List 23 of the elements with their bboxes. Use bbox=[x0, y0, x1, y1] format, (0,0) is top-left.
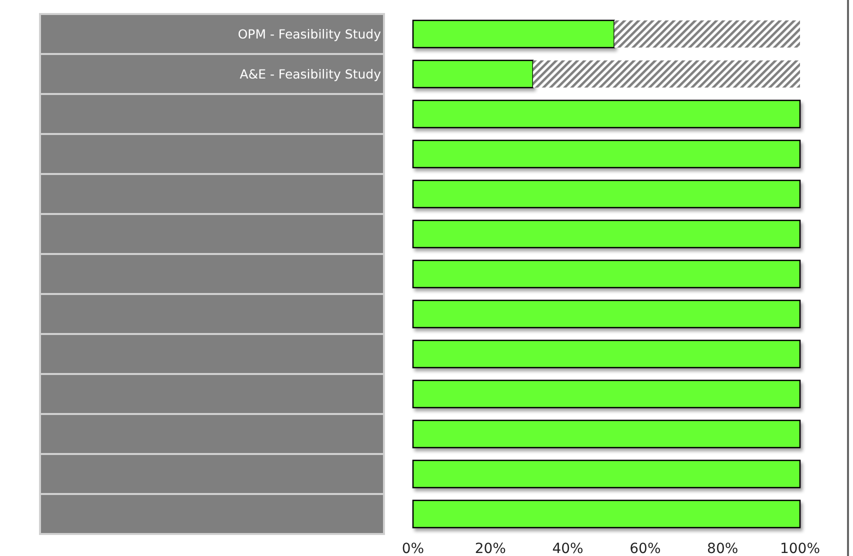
x-tick-label: 40% bbox=[552, 540, 584, 556]
x-tick-label: 0% bbox=[402, 540, 424, 556]
bar bbox=[412, 380, 801, 408]
bar bbox=[412, 260, 801, 288]
bar bbox=[412, 420, 801, 448]
x-tick-label: 20% bbox=[474, 540, 506, 556]
x-tick-label: 80% bbox=[707, 540, 738, 556]
x-tick-label: 100% bbox=[780, 540, 820, 556]
bar bbox=[412, 460, 801, 488]
y-tick-label: OPM - Feasibility Study bbox=[238, 26, 382, 42]
bar bbox=[412, 20, 615, 48]
bar bbox=[532, 60, 800, 88]
bar bbox=[412, 340, 801, 368]
bar bbox=[614, 20, 800, 48]
y-tick-label: A&E - Feasibility Study bbox=[240, 66, 382, 82]
bar bbox=[412, 300, 801, 328]
bar bbox=[412, 500, 801, 528]
bar bbox=[412, 140, 801, 168]
bar bbox=[412, 60, 534, 88]
x-tick-label: 60% bbox=[630, 540, 661, 556]
bar bbox=[412, 100, 801, 128]
bar bbox=[412, 180, 801, 208]
bar bbox=[412, 220, 801, 248]
